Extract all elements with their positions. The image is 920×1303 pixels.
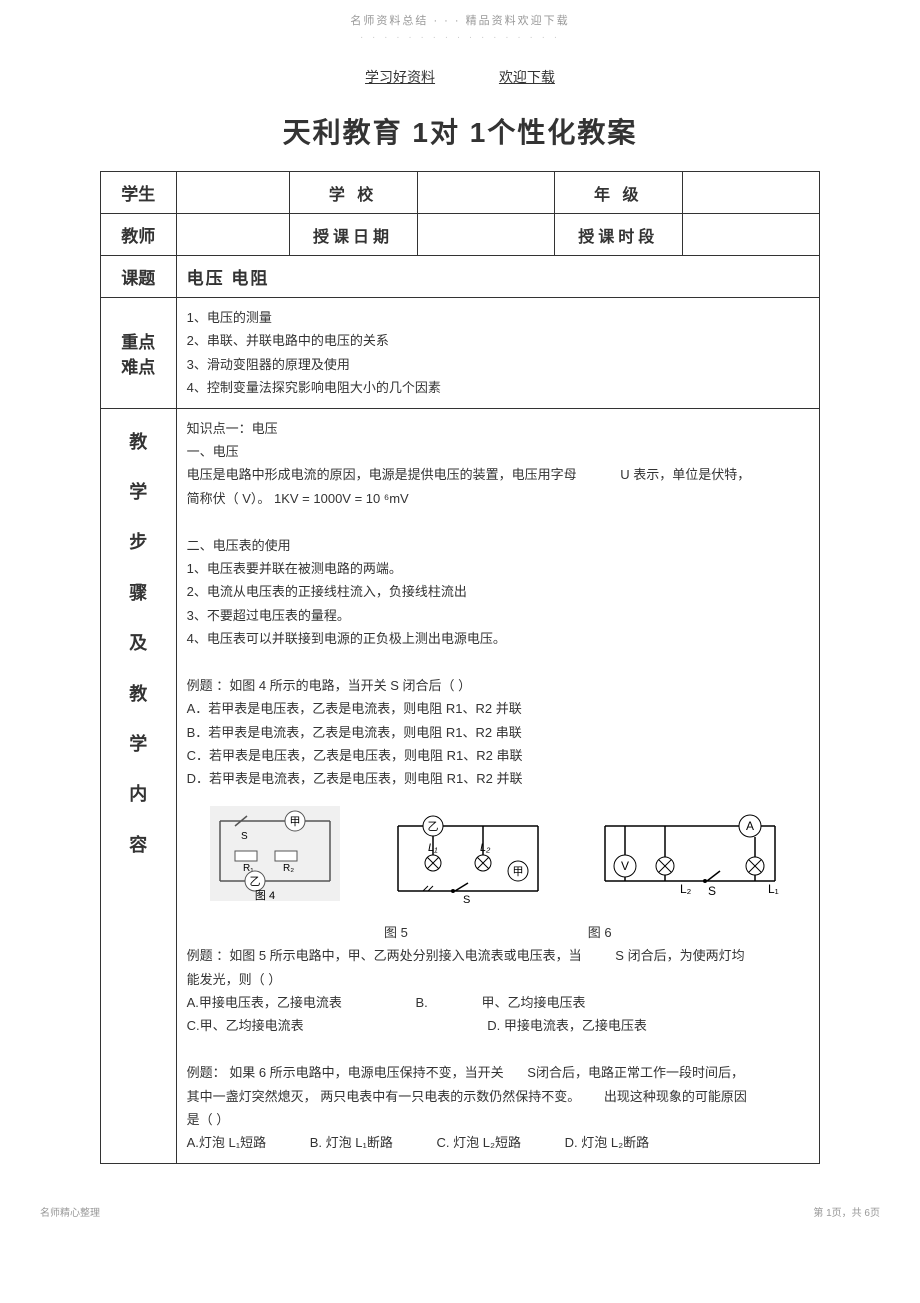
svg-text:L₁: L₁ (768, 882, 779, 896)
focus-line: 2、串联、并联电路中的电压的关系 (187, 329, 809, 352)
ex1-opt: B．若甲表是电流表，乙表是电流表，则电阻 R1、R2 串联 (187, 721, 809, 744)
field-school (417, 172, 554, 214)
field-student (176, 172, 289, 214)
svg-text:L₂: L₂ (680, 882, 692, 896)
sub-header-left: 学习好资料 (365, 69, 435, 85)
k2-line: 1、电压表要并联在被测电路的两端。 (187, 557, 809, 580)
label-date: 授课日期 (289, 214, 417, 256)
svg-text:图 4: 图 4 (255, 889, 275, 902)
svg-text:S: S (708, 884, 716, 898)
page-footer: 名师精心整理 第 1页，共 6页 (0, 1164, 920, 1229)
ex3-q1b: S闭合后，电路正常工作一段时间后， (527, 1065, 744, 1080)
ex1-opt: C．若甲表是电压表，乙表是电压表，则电阻 R1、R2 串联 (187, 744, 809, 767)
ex2-optC: C.甲、乙均接电流表 (187, 1018, 304, 1033)
label-topic: 课题 (101, 256, 177, 298)
ex3-line1: 例题： 如果 6 所示电路中，电源电压保持不变，当开关 S闭合后，电路正常工作一… (187, 1061, 809, 1084)
ex2-optB2: 甲、乙均接电压表 (481, 995, 585, 1010)
circuit-diagram-fig5: 乙 L₁ L₂ 甲 S (383, 801, 553, 911)
focus-label-2: 难点 (111, 353, 166, 378)
k1-p2: 简称伏（ V）。 1KV = 1000V = 10 ⁶mV (187, 487, 809, 510)
topic-value: 电压 电阻 (176, 256, 819, 298)
label-steps: 教学步骤及教学内容 (101, 408, 177, 1163)
page-title: 天利教育 1对 1个性化教案 (0, 111, 920, 151)
ex2-optD: D. 甲接电流表，乙接电压表 (487, 1018, 647, 1033)
ex2-line1: 例题 ：如图 5 所示电路中，甲、乙两处分别接入电流表或电压表，当 S 闭合后，… (187, 944, 809, 967)
k2-title: 二、电压表的使用 (187, 534, 809, 557)
label-grade: 年 级 (554, 172, 682, 214)
ex1-opt: A．若甲表是电压表，乙表是电流表，则电阻 R1、R2 并联 (187, 697, 809, 720)
svg-text:R₂: R₂ (283, 863, 294, 874)
ex3-optD: D. 灯泡 L₂断路 (565, 1135, 650, 1150)
ex3-optB: B. 灯泡 L₁断路 (310, 1135, 393, 1150)
focus-line: 1、电压的测量 (187, 306, 809, 329)
svg-text:V: V (621, 859, 629, 873)
ex3-q1a: 例题： 如果 6 所示电路中，电源电压保持不变，当开关 (187, 1065, 504, 1080)
svg-text:乙: 乙 (250, 875, 261, 888)
fig-captions: 图 5 图 6 (187, 921, 809, 944)
ex2-q2: 能发光，则（ ） (187, 968, 809, 991)
label-focus: 重点 难点 (101, 298, 177, 409)
footer-left: 名师精心整理 (40, 1204, 100, 1219)
sub-header: 学习好资料 欢迎下载 (0, 67, 920, 87)
k2-line: 2、电流从电压表的正接线柱流入，负接线柱流出 (187, 580, 809, 603)
ex2-row2: C.甲、乙均接电流表 D. 甲接电流表，乙接电压表 (187, 1014, 809, 1037)
ex3-line2: 其中一盏灯突然熄灭， 两只电表中有一只电表的示数仍然保持不变。 出现这种现象的可… (187, 1085, 809, 1108)
svg-text:S: S (463, 894, 470, 906)
svg-text:S: S (241, 831, 248, 842)
page-top-header: 名师资料总结 · · · 精品资料欢迎下载 (0, 0, 920, 32)
ex2-q1a: 例题 ：如图 5 所示电路中，甲、乙两处分别接入电流表或电压表，当 (187, 948, 582, 963)
focus-content: 1、电压的测量 2、串联、并联电路中的电压的关系 3、滑动变阻器的原理及使用 4… (176, 298, 819, 409)
focus-line: 4、控制变量法探究影响电阻大小的几个因素 (187, 376, 809, 399)
ex3-opts: A.灯泡 L₁短路 B. 灯泡 L₁断路 C. 灯泡 L₂短路 D. 灯泡 L₂… (187, 1131, 809, 1154)
label-teacher: 教师 (101, 214, 177, 256)
svg-text:甲: 甲 (512, 866, 523, 878)
field-date (417, 214, 554, 256)
k1-p1a: 电压是电路中形成电流的原因，电源是提供电压的装置，电压用字母 (187, 467, 577, 482)
ex2-row1: A.甲接电压表，乙接电流表 B. 甲、乙均接电压表 (187, 991, 809, 1014)
steps-content: 知识点一：电压 一、电压 电压是电路中形成电流的原因，电源是提供电压的装置，电压… (176, 408, 819, 1163)
k1-title: 知识点一：电压 (187, 417, 809, 440)
ex3-optC: C. 灯泡 L₂短路 (436, 1135, 521, 1150)
lesson-plan-table: 学生 学 校 年 级 教师 授课日期 授课时段 课题 电压 电阻 重点 难点 1… (100, 171, 820, 1164)
ex3-q3: 是（ ） (187, 1108, 809, 1131)
fig6-caption: 图 6 (588, 921, 612, 944)
diagrams-row: 甲 S R₁ R₂ 乙 图 4 (187, 801, 809, 911)
svg-text:乙: 乙 (427, 820, 438, 833)
footer-right: 第 1页，共 6页 (813, 1204, 880, 1219)
field-grade (682, 172, 819, 214)
fig5-caption: 图 5 (384, 921, 408, 944)
ex1-opt: D．若甲表是电流表，乙表是电压表，则电阻 R1、R2 并联 (187, 767, 809, 790)
ex3-optA: A.灯泡 L₁短路 (187, 1135, 267, 1150)
label-school: 学 校 (289, 172, 417, 214)
svg-text:L₂: L₂ (480, 842, 491, 854)
focus-line: 3、滑动变阻器的原理及使用 (187, 353, 809, 376)
svg-text:L₁: L₁ (428, 842, 438, 854)
ex3-q2b: 出现这种现象的可能原因 (604, 1089, 747, 1104)
ex3-q2a: 其中一盏灯突然熄灭， 两只电表中有一只电表的示数仍然保持不变。 (187, 1089, 581, 1104)
field-teacher (176, 214, 289, 256)
field-time (682, 214, 819, 256)
ex2-optA: A.甲接电压表，乙接电流表 (187, 995, 342, 1010)
label-student: 学生 (101, 172, 177, 214)
ex2-q1b: S 闭合后，为使两灯均 (615, 948, 744, 963)
ex2-optB: B. (416, 995, 428, 1010)
sub-header-right: 欢迎下载 (499, 69, 555, 85)
focus-label-1: 重点 (111, 328, 166, 353)
svg-text:甲: 甲 (290, 816, 301, 828)
k2-line: 4、电压表可以并联接到电源的正负极上测出电源电压。 (187, 627, 809, 650)
circuit-diagram-fig6: A V L₂ L₁ (590, 801, 790, 911)
k1-sub: 一、电压 (187, 440, 809, 463)
ex1-q: 例题 ：如图 4 所示的电路，当开关 S 闭合后（ ） (187, 674, 809, 697)
svg-text:A: A (746, 819, 754, 833)
label-time: 授课时段 (554, 214, 682, 256)
header-dashes: · · · · · · · · · · · · · · · · · (0, 32, 920, 43)
k1-p1: 电压是电路中形成电流的原因，电源是提供电压的装置，电压用字母 U 表示，单位是伏… (187, 463, 809, 486)
circuit-diagram-fig4: 甲 S R₁ R₂ 乙 图 4 (205, 801, 345, 911)
k2-line: 3、不要超过电压表的量程。 (187, 604, 809, 627)
k1-p1b: U 表示，单位是伏特， (620, 467, 750, 482)
